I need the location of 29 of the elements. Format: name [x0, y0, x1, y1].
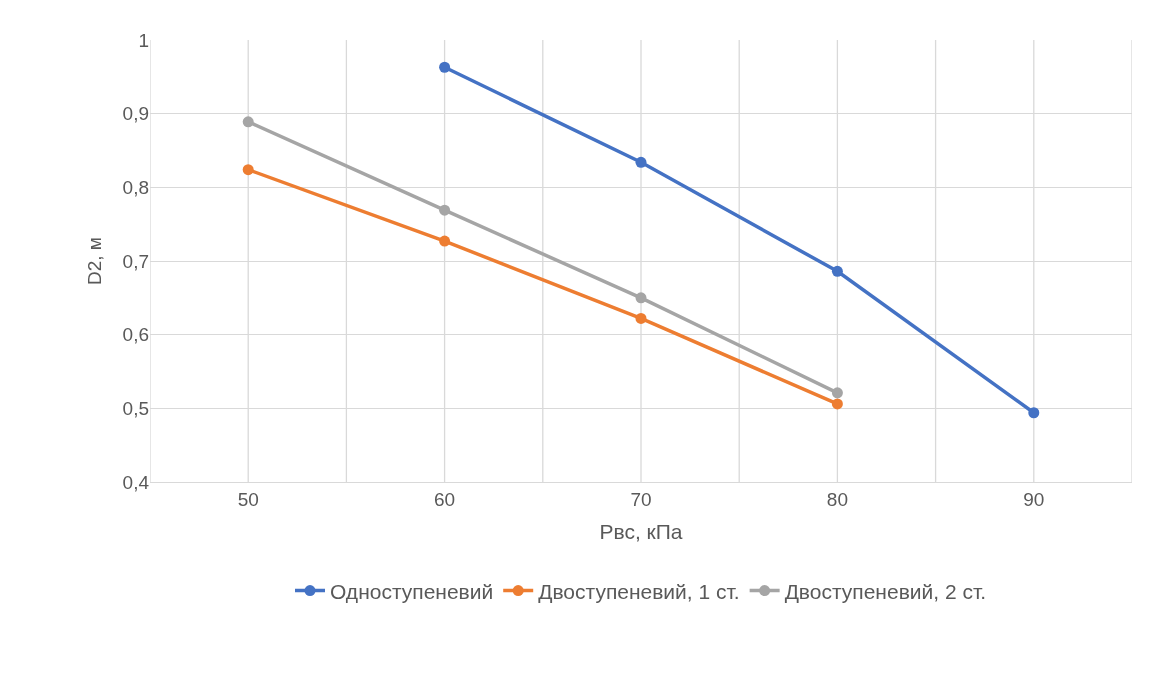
point	[831, 265, 843, 277]
y-tick-label: 0,6	[122, 324, 149, 346]
legend-label: Двоступеневий, 1 ст.	[538, 579, 740, 603]
legend-label: Двоступеневий, 2 ст.	[784, 579, 987, 603]
point	[635, 156, 647, 168]
y-axis-title: D2, м	[84, 237, 106, 285]
point	[831, 387, 843, 399]
point	[242, 164, 254, 176]
y-tick-label: 1	[138, 29, 149, 51]
x-tick-label: 70	[630, 488, 652, 510]
point	[831, 398, 843, 410]
point	[635, 292, 647, 304]
x-tick-label: 90	[1023, 488, 1045, 510]
y-tick-label: 0,9	[122, 103, 149, 125]
point	[439, 204, 451, 216]
x-axis-title: Рвс, кПа	[599, 520, 683, 543]
y-tick-label: 0,5	[122, 397, 149, 419]
point	[439, 61, 451, 73]
y-tick-label: 0,4	[122, 471, 150, 493]
point	[635, 312, 647, 324]
point	[439, 235, 451, 247]
legend-label: Одноступеневий	[330, 579, 494, 603]
y-tick-label: 0,8	[122, 176, 149, 198]
point	[242, 116, 254, 128]
x-tick-label: 80	[826, 488, 848, 510]
x-tick-label: 50	[237, 488, 259, 510]
x-tick-label: 60	[434, 488, 456, 510]
y-tick-label: 0,7	[122, 250, 149, 272]
point	[1028, 407, 1040, 419]
